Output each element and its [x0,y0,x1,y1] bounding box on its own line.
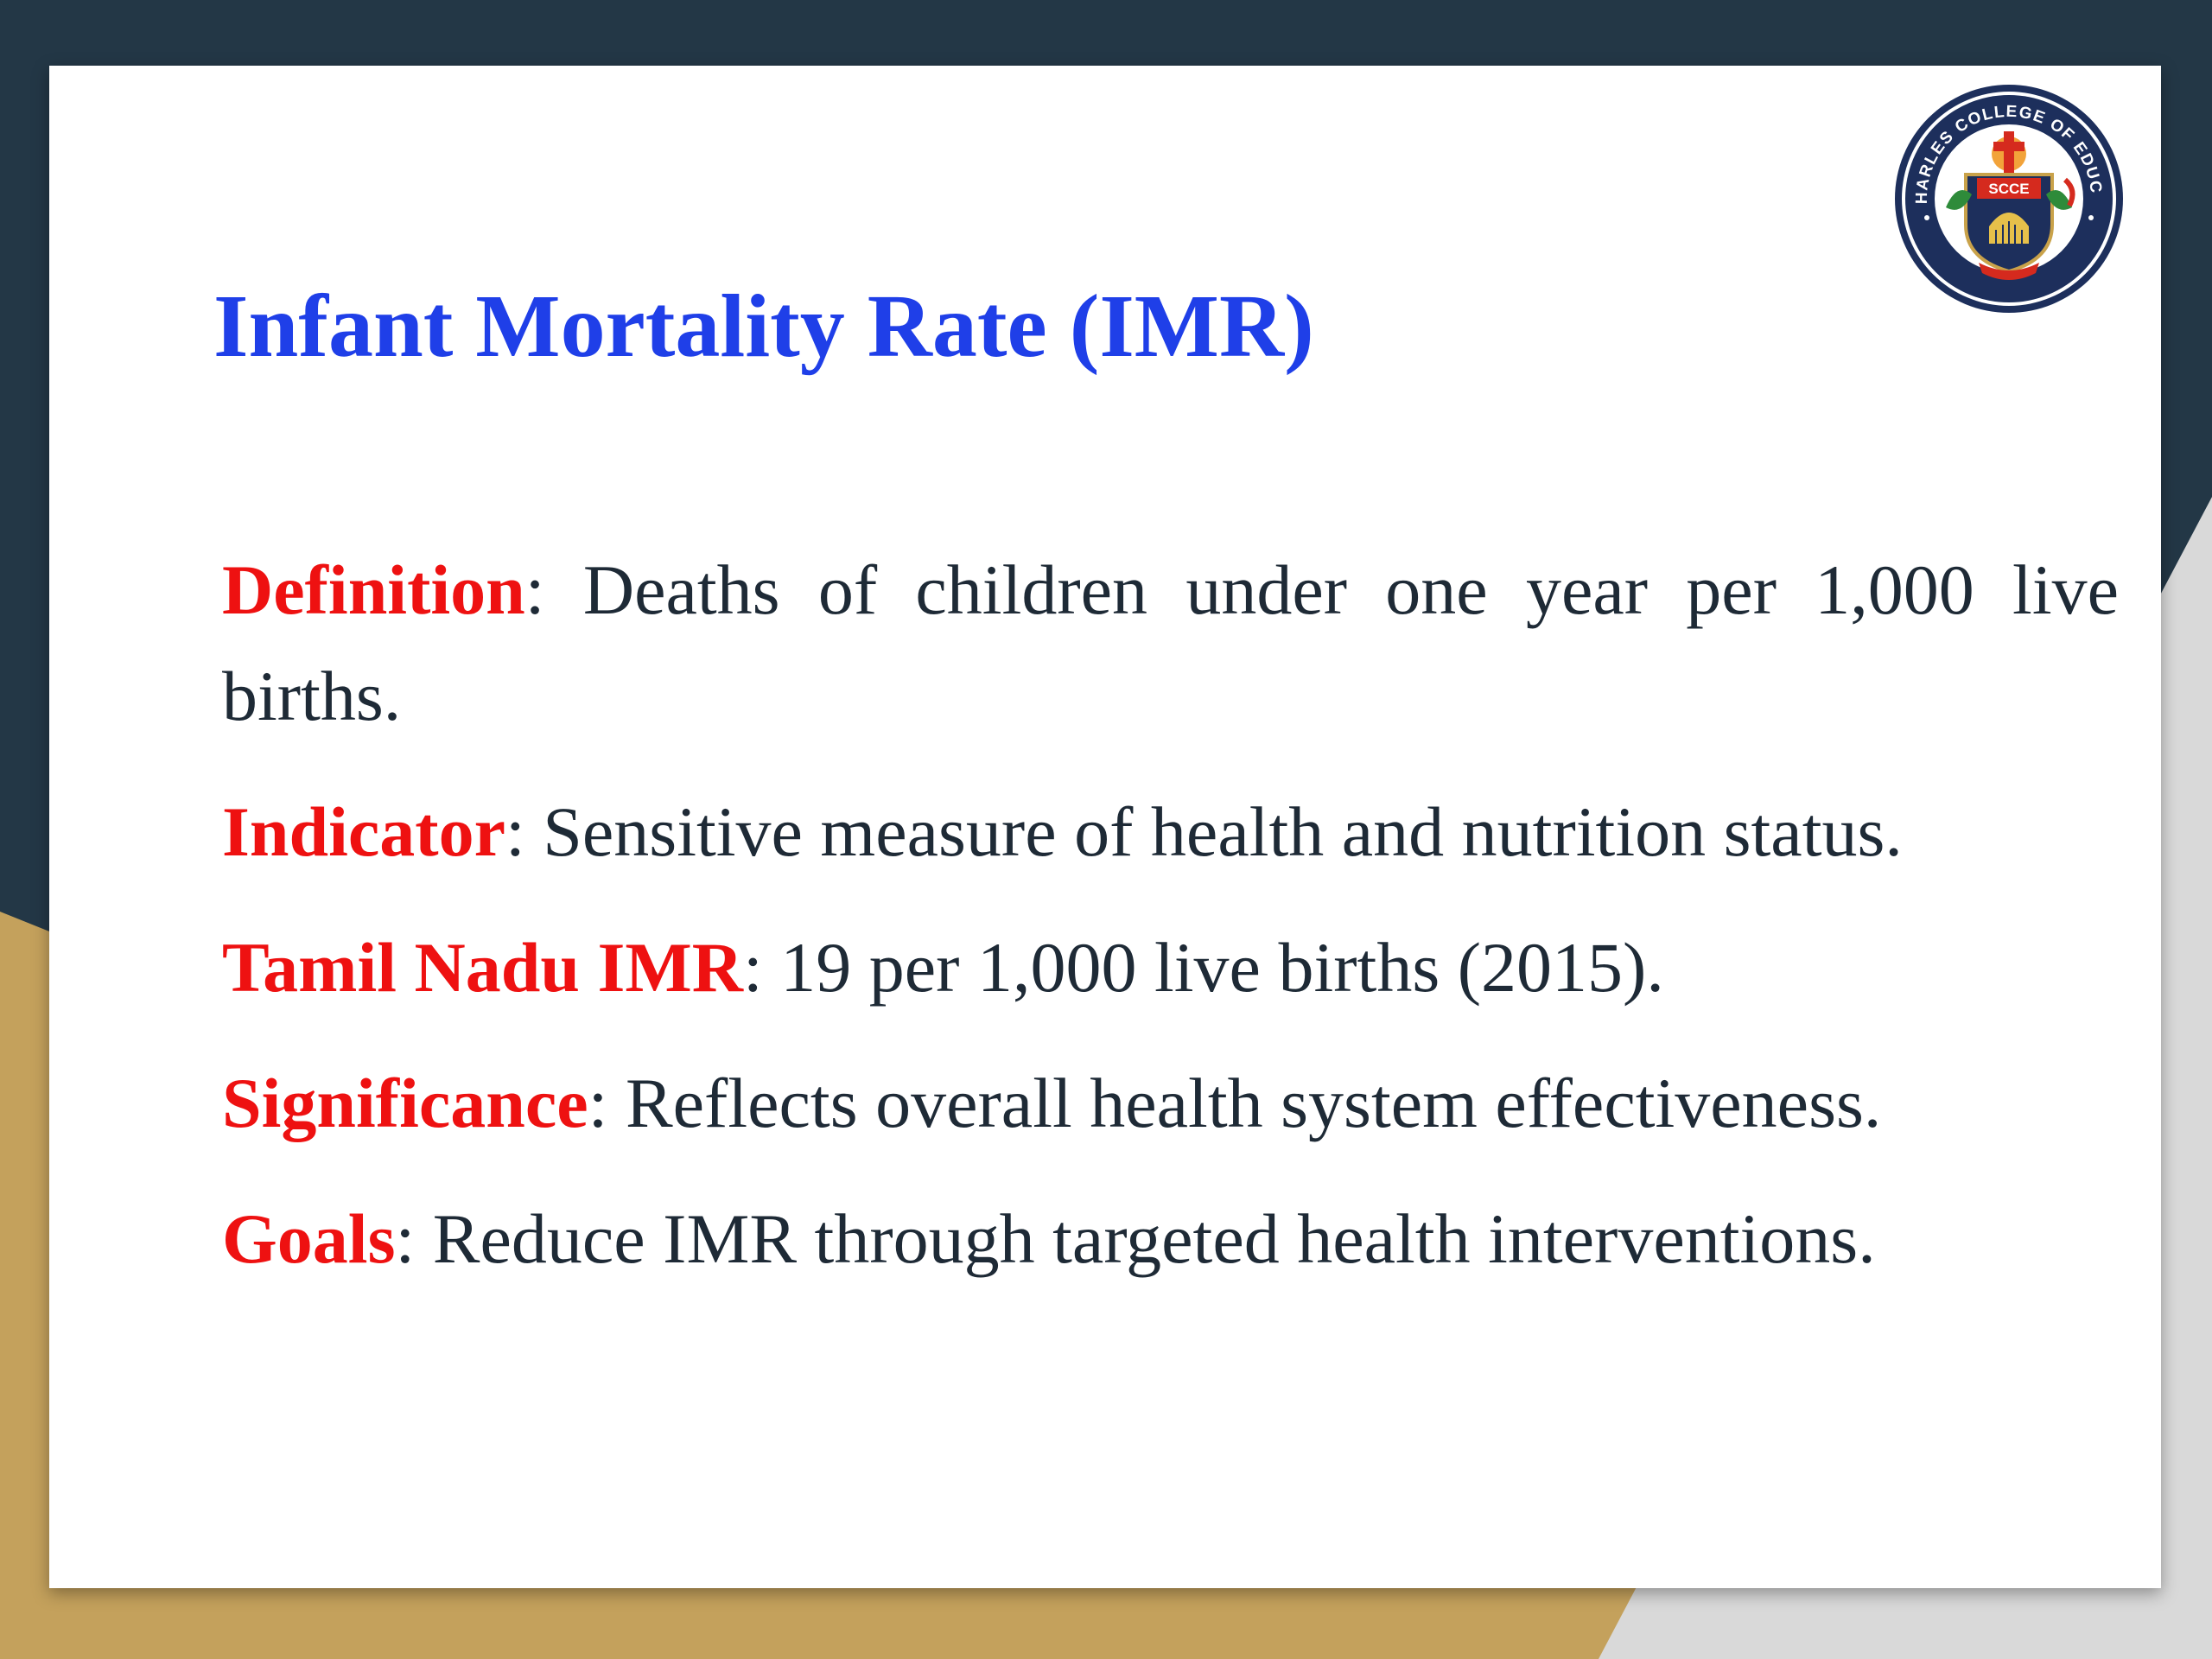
tamil-nadu-imr-term: Tamil Nadu IMR [222,928,743,1007]
indicator-item: Indicator: Sensitive measure of health a… [222,779,2119,885]
goals-item: Goals: Reduce IMR through targeted healt… [222,1185,2119,1292]
bullet-list: Definition: Deaths of children under one… [222,537,2119,1321]
svg-text:SCCE: SCCE [1988,181,2029,197]
definition-text: : Deaths of children under one year per … [222,550,2119,735]
definition-term: Definition [222,550,525,629]
slide-title: Infant Mortality Rate (IMR) [213,276,1314,376]
significance-text: : Reflects overall health system effecti… [588,1064,1882,1142]
significance-item: Significance: Reflects overall health sy… [222,1050,2119,1156]
goals-term: Goals [222,1199,396,1278]
indicator-text: : Sensitive measure of health and nutrit… [505,792,1903,871]
slide-canvas: Infant Mortality Rate (IMR) Definition: … [49,66,2161,1588]
goals-text: : Reduce IMR through targeted health int… [395,1199,1876,1278]
definition-item: Definition: Deaths of children under one… [222,537,2119,749]
indicator-term: Indicator [222,792,505,871]
college-seal-logo: ST. CHARLES COLLEGE OF EDUCATION MADURAI… [1892,78,2123,313]
tamil-nadu-imr-text: : 19 per 1,000 live births (2015). [743,928,1664,1007]
tamil-nadu-imr-item: Tamil Nadu IMR: 19 per 1,000 live births… [222,914,2119,1020]
significance-term: Significance [222,1064,588,1142]
